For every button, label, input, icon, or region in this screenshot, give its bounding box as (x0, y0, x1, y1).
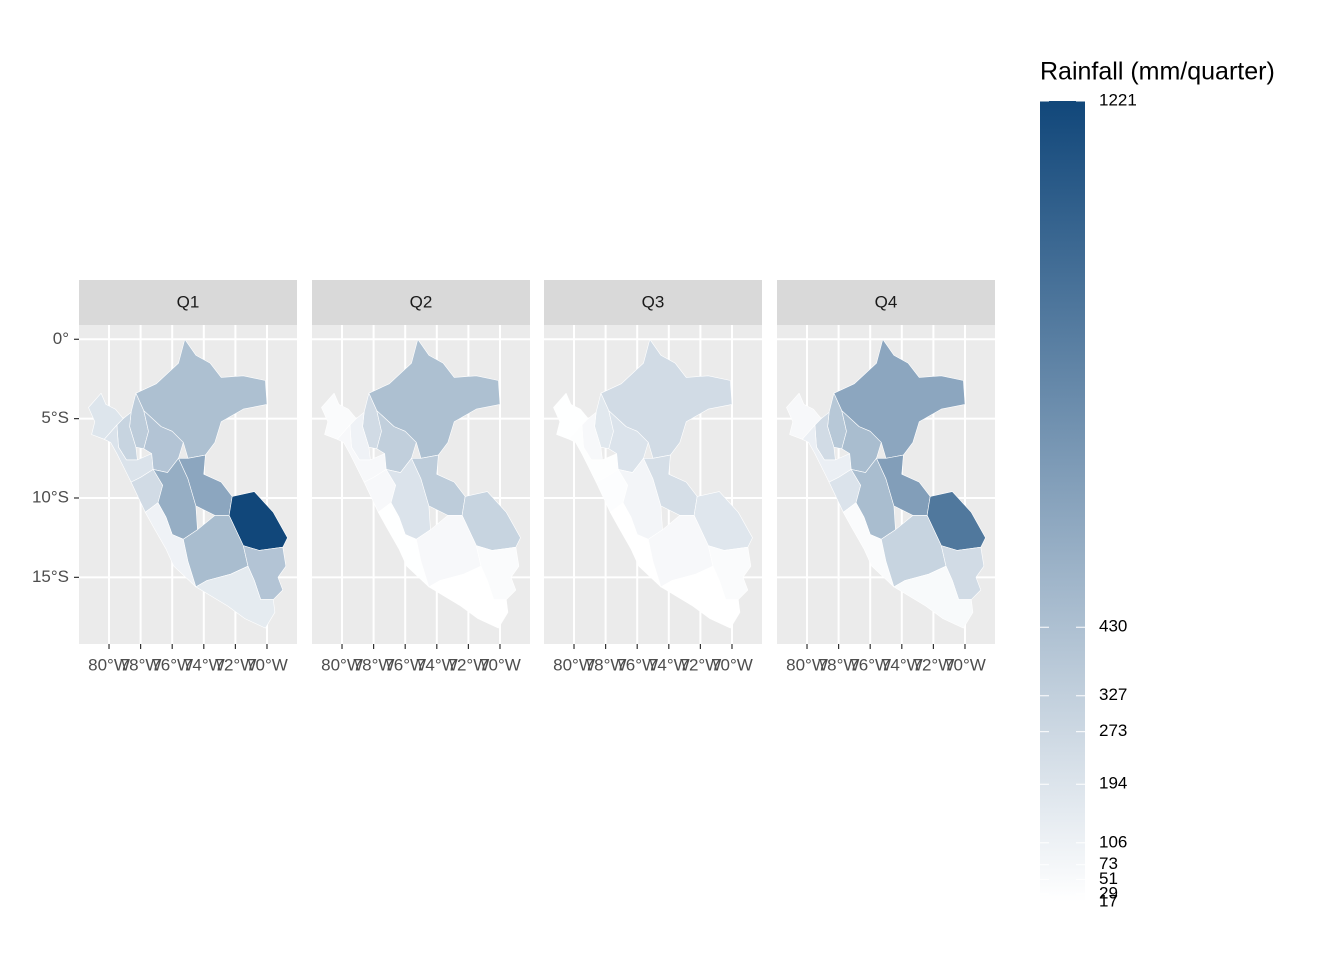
x-tick-label: 74°W (416, 655, 458, 674)
legend-label: 51 (1099, 869, 1118, 888)
x-tick-label: 74°W (648, 655, 690, 674)
x-tick-label: 78°W (818, 655, 860, 674)
x-tick-label: 70°W (246, 655, 288, 674)
legend-label: 273 (1099, 721, 1127, 740)
x-tick-label: 78°W (585, 655, 627, 674)
legend-label: 1221 (1099, 90, 1137, 109)
y-tick-label: 10°S (32, 487, 69, 506)
strip-label: Q3 (642, 292, 665, 311)
x-tick-label: 80°W (553, 655, 595, 674)
x-tick-label: 76°W (616, 655, 658, 674)
legend-label: 194 (1099, 774, 1127, 793)
legend-label: 29 (1099, 884, 1118, 903)
x-tick-label: 72°W (215, 655, 257, 674)
legend-label: 106 (1099, 832, 1127, 851)
legend-label: 17 (1099, 891, 1118, 910)
x-tick-label: 72°W (680, 655, 722, 674)
region (893, 565, 974, 629)
x-tick-label: 78°W (120, 655, 162, 674)
x-tick-label: 76°W (849, 655, 891, 674)
y-tick-label: 0° (53, 329, 69, 348)
x-tick-label: 70°W (711, 655, 753, 674)
region (195, 565, 276, 629)
strip (312, 280, 530, 325)
y-tick-label: 15°S (32, 567, 69, 586)
x-tick-label: 70°W (479, 655, 521, 674)
strip-label: Q2 (410, 292, 433, 311)
x-tick-label: 80°W (786, 655, 828, 674)
strip-label: Q4 (875, 292, 898, 311)
x-tick-label: 74°W (183, 655, 225, 674)
colorbar (1040, 101, 1085, 902)
legend-label: 430 (1099, 617, 1127, 636)
x-tick-label: 72°W (448, 655, 490, 674)
x-tick-label: 76°W (384, 655, 426, 674)
strip (79, 280, 297, 325)
legend-title: Rainfall (mm/quarter) (1040, 58, 1275, 86)
region (660, 565, 741, 629)
strip (544, 280, 762, 325)
legend-label: 327 (1099, 685, 1127, 704)
x-tick-label: 80°W (321, 655, 363, 674)
x-tick-label: 74°W (881, 655, 923, 674)
y-tick-label: 5°S (41, 408, 69, 427)
x-tick-label: 70°W (944, 655, 986, 674)
x-tick-label: 78°W (353, 655, 395, 674)
region (428, 565, 509, 629)
strip-label: Q1 (177, 292, 200, 311)
strip (777, 280, 995, 325)
x-tick-label: 80°W (88, 655, 130, 674)
x-tick-label: 76°W (151, 655, 193, 674)
x-tick-label: 72°W (913, 655, 955, 674)
legend-label: 73 (1099, 854, 1118, 873)
